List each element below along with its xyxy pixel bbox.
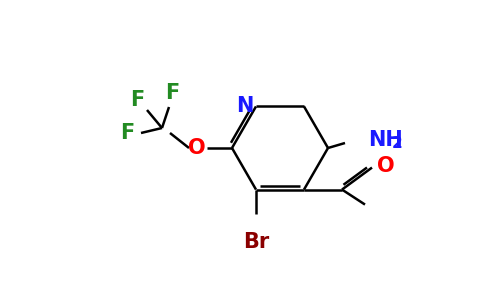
Text: O: O [188, 138, 206, 158]
Text: NH: NH [368, 130, 403, 150]
Text: F: F [165, 83, 179, 103]
Text: F: F [120, 123, 134, 143]
Text: O: O [377, 156, 394, 176]
Text: N: N [237, 96, 254, 116]
Text: F: F [130, 90, 144, 110]
Text: Br: Br [243, 232, 269, 252]
Text: 2: 2 [392, 136, 403, 151]
